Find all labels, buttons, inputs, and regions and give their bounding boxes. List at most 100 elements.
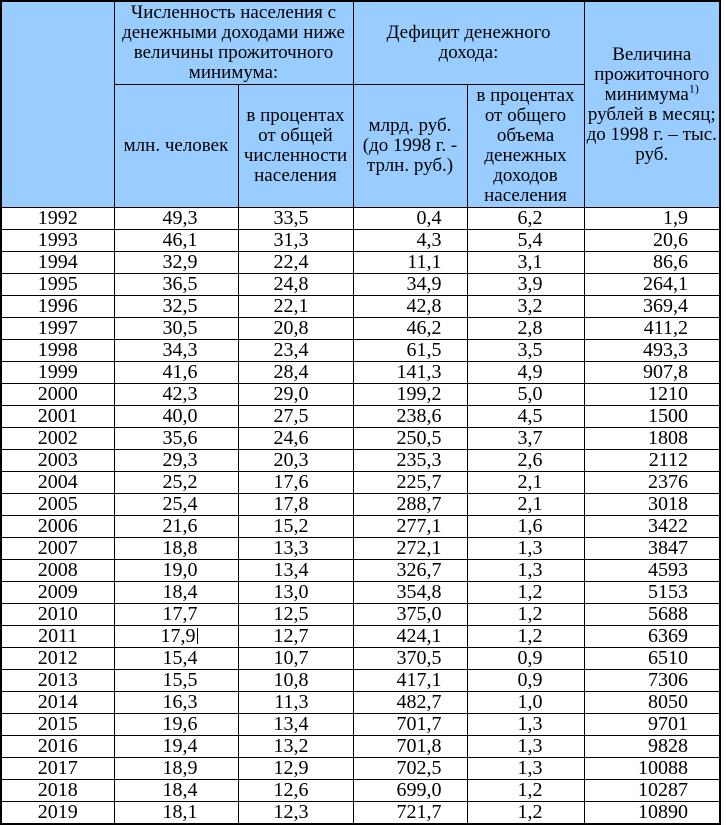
value-cell[interactable]: 0,4	[352, 207, 468, 230]
value-cell[interactable]: 2,1	[466, 471, 585, 494]
value-cell[interactable]: 272,1	[352, 537, 468, 560]
value-cell[interactable]: 4,5	[466, 405, 585, 428]
value-cell[interactable]: 3018	[583, 493, 721, 516]
value-cell[interactable]: 424,1	[352, 625, 468, 648]
value-cell[interactable]: 20,8	[237, 317, 354, 340]
value-cell[interactable]: 225,7	[352, 471, 468, 494]
value-cell[interactable]: 2112	[583, 449, 721, 472]
year-cell[interactable]: 1995	[0, 273, 115, 296]
year-cell[interactable]: 1996	[0, 295, 115, 318]
value-cell[interactable]: 4,3	[352, 229, 468, 252]
value-cell[interactable]: 61,5	[352, 339, 468, 362]
value-cell[interactable]: 2,6	[466, 449, 585, 472]
value-cell[interactable]: 40,0	[113, 405, 239, 428]
value-cell[interactable]: 20,6	[583, 229, 721, 252]
value-cell[interactable]: 702,5	[352, 757, 468, 780]
year-cell[interactable]: 2001	[0, 405, 115, 428]
value-cell[interactable]: 5153	[583, 581, 721, 604]
value-cell[interactable]: 49,3	[113, 207, 239, 230]
header-millions-of-people[interactable]: млн. человек	[113, 84, 239, 208]
year-cell[interactable]: 1992	[0, 207, 115, 230]
value-cell[interactable]: 1,2	[466, 625, 585, 648]
value-cell[interactable]: 12,5	[237, 603, 354, 626]
value-cell[interactable]: 4,9	[466, 361, 585, 384]
value-cell[interactable]: 13,3	[237, 537, 354, 560]
value-cell[interactable]: 3,2	[466, 295, 585, 318]
value-cell[interactable]: 1,6	[466, 515, 585, 538]
value-cell[interactable]: 12,7	[237, 625, 354, 648]
value-cell[interactable]: 493,3	[583, 339, 721, 362]
year-cell[interactable]: 2012	[0, 647, 115, 670]
value-cell[interactable]: 6369	[583, 625, 721, 648]
value-cell[interactable]: 34,3	[113, 339, 239, 362]
value-cell[interactable]: 3847	[583, 537, 721, 560]
value-cell[interactable]: 7306	[583, 669, 721, 692]
value-cell[interactable]: 13,2	[237, 735, 354, 758]
year-cell[interactable]: 1997	[0, 317, 115, 340]
value-cell[interactable]: 3,7	[466, 427, 585, 450]
value-cell[interactable]: 2376	[583, 471, 721, 494]
value-cell[interactable]: 10,7	[237, 647, 354, 670]
year-cell[interactable]: 2016	[0, 735, 115, 758]
value-cell[interactable]: 19,0	[113, 559, 239, 582]
value-cell[interactable]: 235,3	[352, 449, 468, 472]
value-cell[interactable]: 5688	[583, 603, 721, 626]
value-cell[interactable]: 375,0	[352, 603, 468, 626]
year-cell[interactable]: 2002	[0, 427, 115, 450]
year-cell[interactable]: 1999	[0, 361, 115, 384]
value-cell[interactable]: 326,7	[352, 559, 468, 582]
value-cell[interactable]: 9701	[583, 713, 721, 736]
value-cell[interactable]: 3,1	[466, 251, 585, 274]
value-cell[interactable]: 1,3	[466, 757, 585, 780]
value-cell[interactable]: 1,9	[583, 207, 721, 230]
value-cell[interactable]: 35,6	[113, 427, 239, 450]
value-cell[interactable]: 5,0	[466, 383, 585, 406]
value-cell[interactable]: 699,0	[352, 779, 468, 802]
year-cell[interactable]: 2019	[0, 801, 115, 825]
value-cell[interactable]: 1500	[583, 405, 721, 428]
year-cell[interactable]: 2008	[0, 559, 115, 582]
value-cell[interactable]: 29,3	[113, 449, 239, 472]
value-cell[interactable]: 1,3	[466, 537, 585, 560]
value-cell[interactable]: 2,1	[466, 493, 585, 516]
year-cell[interactable]: 2004	[0, 471, 115, 494]
value-cell[interactable]: 141,3	[352, 361, 468, 384]
value-cell[interactable]: 33,5	[237, 207, 354, 230]
value-cell[interactable]: 22,4	[237, 251, 354, 274]
value-cell[interactable]: 1,3	[466, 713, 585, 736]
header-subsistence-minimum[interactable]: Величина прожиточного минимума1) рублей …	[583, 0, 721, 208]
year-cell[interactable]: 2003	[0, 449, 115, 472]
value-cell[interactable]: 18,9	[113, 757, 239, 780]
value-cell[interactable]: 13,4	[237, 713, 354, 736]
value-cell[interactable]: 15,4	[113, 647, 239, 670]
year-cell[interactable]: 2015	[0, 713, 115, 736]
value-cell[interactable]: 1,0	[466, 691, 585, 714]
value-cell[interactable]: 28,4	[237, 361, 354, 384]
year-cell[interactable]: 2018	[0, 779, 115, 802]
value-cell[interactable]: 11,1	[352, 251, 468, 274]
value-cell[interactable]: 24,8	[237, 273, 354, 296]
value-cell[interactable]: 1,2	[466, 801, 585, 825]
year-cell[interactable]: 2007	[0, 537, 115, 560]
year-cell[interactable]: 2010	[0, 603, 115, 626]
value-cell[interactable]: 8050	[583, 691, 721, 714]
value-cell[interactable]: 25,4	[113, 493, 239, 516]
value-cell[interactable]: 17,7	[113, 603, 239, 626]
value-cell[interactable]: 4593	[583, 559, 721, 582]
value-cell[interactable]: 36,5	[113, 273, 239, 296]
header-group-population-below-minimum[interactable]: Численность населения с денежными дохода…	[113, 0, 354, 85]
value-cell[interactable]: 18,4	[113, 779, 239, 802]
value-cell[interactable]: 370,5	[352, 647, 468, 670]
value-cell[interactable]: 20,3	[237, 449, 354, 472]
value-cell[interactable]: 17,6	[237, 471, 354, 494]
value-cell[interactable]: 18,1	[113, 801, 239, 825]
value-cell[interactable]: 199,2	[352, 383, 468, 406]
year-cell[interactable]: 2011	[0, 625, 115, 648]
year-cell[interactable]: 2009	[0, 581, 115, 604]
value-cell[interactable]: 30,5	[113, 317, 239, 340]
value-cell[interactable]: 18,4	[113, 581, 239, 604]
value-cell[interactable]: 10,8	[237, 669, 354, 692]
value-cell[interactable]: 1,2	[466, 581, 585, 604]
value-cell[interactable]: 0,9	[466, 647, 585, 670]
value-cell[interactable]: 22,1	[237, 295, 354, 318]
